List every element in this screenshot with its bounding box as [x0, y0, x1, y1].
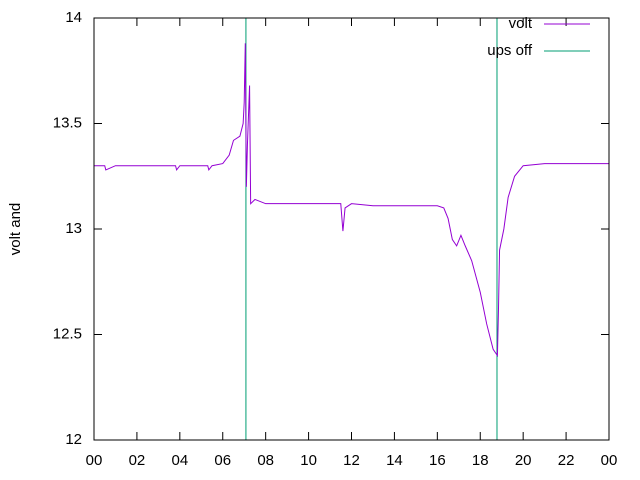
x-tick-label: 12	[343, 452, 360, 469]
series-line	[94, 43, 609, 358]
y-tick-label: 12	[65, 431, 82, 448]
x-tick-label: 16	[429, 452, 446, 469]
y-axis-label: volt and	[7, 203, 24, 256]
x-tick-label: 10	[300, 452, 317, 469]
x-tick-label: 18	[472, 452, 489, 469]
legend-label: ups off	[487, 42, 533, 59]
y-tick-label: 14	[65, 9, 82, 26]
x-tick-label: 14	[386, 452, 403, 469]
x-tick-label: 04	[171, 452, 188, 469]
x-tick-label: 00	[86, 452, 103, 469]
x-tick-label: 00	[601, 452, 618, 469]
y-tick-label: 12.5	[53, 325, 82, 342]
y-tick-label: 13.5	[53, 114, 82, 131]
x-tick-label: 22	[558, 452, 575, 469]
series-line	[245, 18, 498, 440]
x-tick-label: 08	[257, 452, 274, 469]
plot-border	[93, 17, 610, 441]
x-tick-label: 06	[214, 452, 231, 469]
legend-label: volt	[509, 15, 533, 32]
x-tick-label: 02	[129, 452, 146, 469]
y-tick-label: 13	[65, 220, 82, 237]
x-tick-label: 20	[515, 452, 532, 469]
